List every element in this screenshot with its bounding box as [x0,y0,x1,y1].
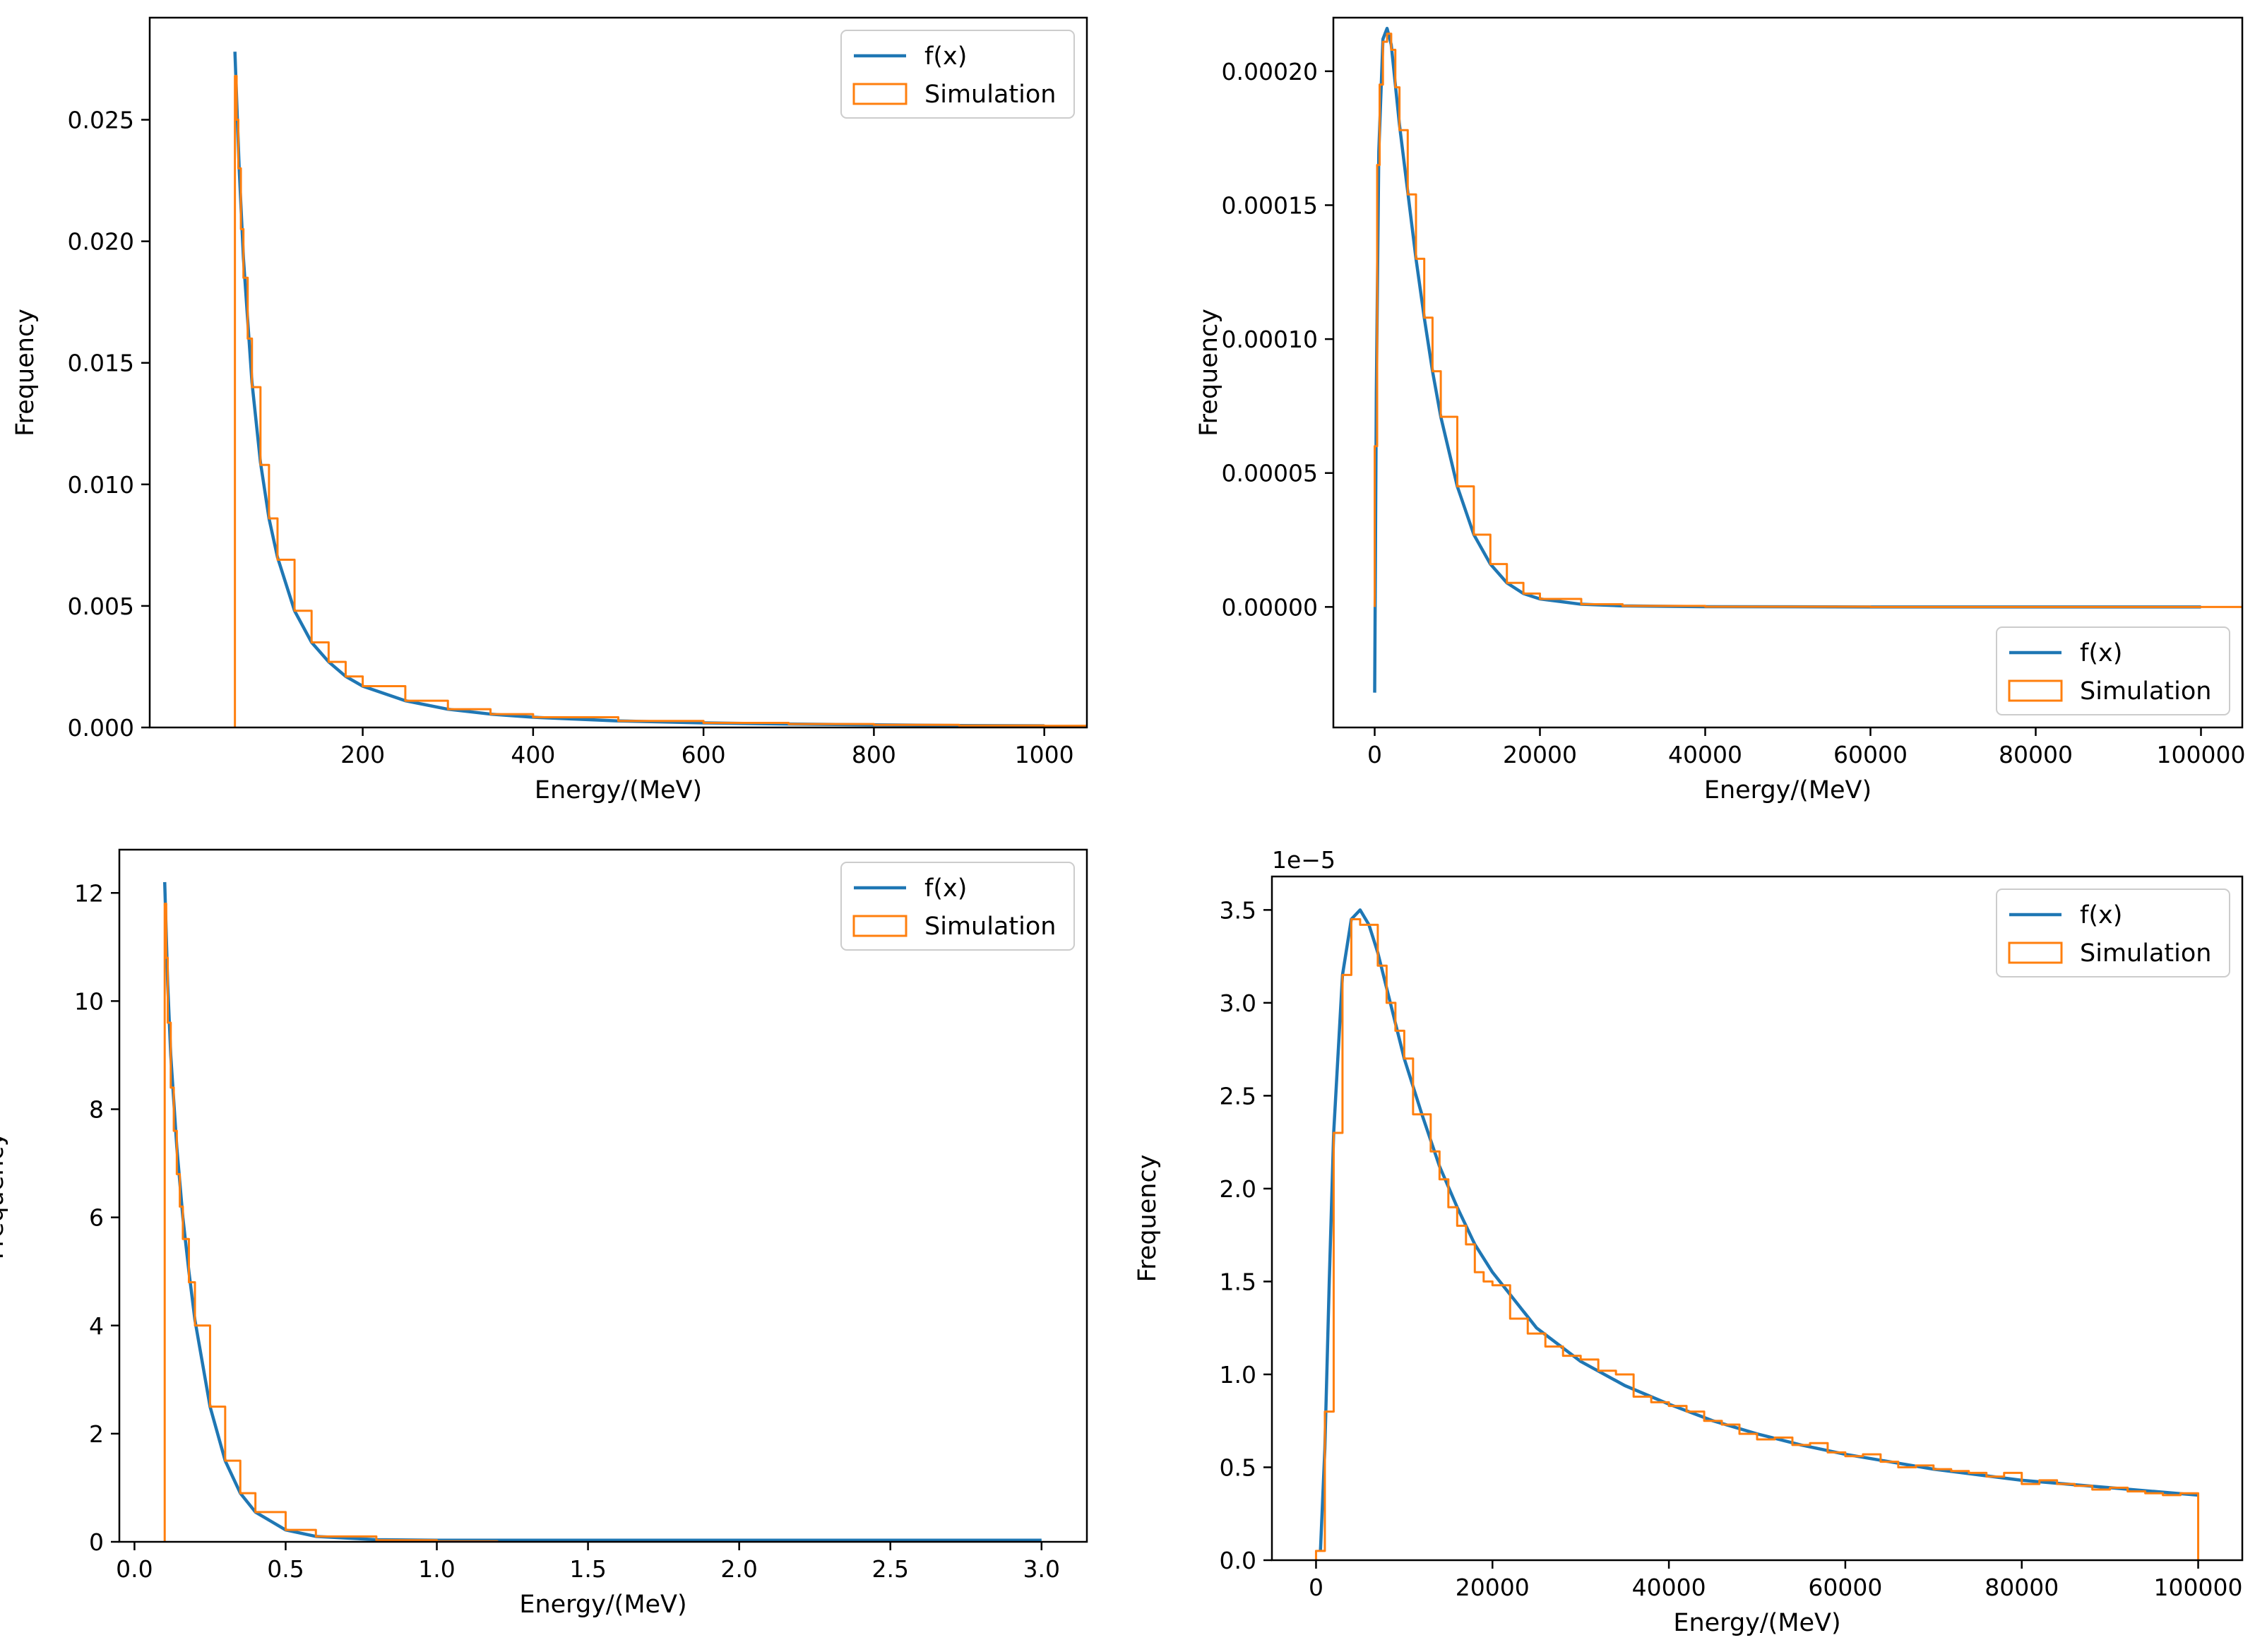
chart-top-left: 200 400 600 800 1000 0.000 0.005 0.010 0.015 0.02… [11,16,1088,804]
chart-top-right: 0 20000 40000 60000 80000 100000 0.00000 0.0000… [1195,16,2246,804]
plot-area [233,52,1087,727]
series-simulation-line [1374,32,2242,608]
y-axis-label: Frequency [11,309,40,436]
plot-area [1373,26,2242,693]
x-tick-label: 20000 [1456,1574,1530,1601]
axes-frame [1271,875,2244,1562]
y-tick-label: 2.5 [1220,1082,1256,1110]
x-axis-label: Energy/(MeV) [519,1591,686,1619]
x-tick-label: 0.5 [267,1555,304,1583]
legend-simulation-label: Simulation [2080,677,2211,706]
legend-box [1996,626,2230,715]
y-tick-label: 0.010 [68,471,134,499]
y-tick-label: 3.5 [1220,896,1256,924]
legend-simulation-swatch [2008,941,2063,964]
x-tick-label: 600 [682,741,726,768]
y-tick-label: 0.00005 [1222,460,1318,487]
y-tick-label: 3.0 [1220,990,1256,1017]
y-tick-label: 1.0 [1220,1361,1256,1389]
y-tick-label: 1.5 [1220,1268,1256,1295]
axes-frame [148,16,1088,729]
legend-box [1996,889,2230,977]
legend-fx-label: f(x) [2080,901,2122,929]
legend-simulation-swatch [852,915,908,937]
y-offset-text: 1e−5 [1272,846,1335,874]
chart-bottom-right: 0 20000 40000 60000 80000 100000 0.0 0.5 1.0 1.5 2… [1134,846,2244,1637]
plot-area [162,881,1042,1542]
x-tick-label: 60000 [1808,1574,1882,1601]
y-axis-label: Frequency [1134,1155,1162,1283]
legend-fx-label: f(x) [2080,639,2122,667]
y-tick-label: 0.00020 [1222,58,1318,85]
y-tick-label: 6 [89,1204,104,1232]
x-tick-label: 0.0 [116,1555,153,1583]
y-tick-label: 0.000 [68,714,134,742]
y-tick-label: 0.020 [68,228,134,256]
y-tick-label: 0.015 [68,350,134,377]
x-tick-label: 400 [511,741,555,768]
x-tick-label: 1.0 [418,1555,455,1583]
y-axis-label: Frequency [1195,309,1223,436]
x-tick-label: 0 [1309,1574,1323,1601]
y-tick-label: 0.005 [68,593,134,620]
legend: f(x) Simulation [840,30,1075,119]
series-simulation-line [163,903,499,1542]
axes-frame [1332,16,2244,729]
y-axis-label: Frequency [0,1132,9,1260]
y-tick-label: 10 [74,987,104,1015]
y-tick-label: 0.0 [1220,1547,1256,1574]
legend: f(x) Simulation [840,862,1075,951]
legend-simulation-label: Simulation [2080,939,2211,968]
legend-simulation-swatch [2008,679,2063,702]
y-tick-label: 2 [89,1420,104,1448]
x-tick-label: 40000 [1632,1574,1706,1601]
x-axis-label: Energy/(MeV) [1704,776,1872,804]
y-tick-label: 0.00010 [1222,326,1318,353]
legend-simulation-label: Simulation [924,913,1056,941]
y-tick-label: 12 [74,879,104,907]
y-tick-label: 0.00015 [1222,191,1318,219]
x-tick-label: 200 [340,741,385,768]
x-axis-label: Energy/(MeV) [535,776,702,804]
legend-box [840,862,1075,951]
x-axis-label: Energy/(MeV) [1673,1609,1840,1637]
x-tick-label: 80000 [1999,741,2073,768]
x-tick-label: 2.0 [720,1555,757,1583]
y-tick-label: 0.00000 [1222,593,1318,621]
y-tick-label: 8 [89,1096,104,1124]
legend: f(x) Simulation [1996,626,2230,715]
plot-area [1314,908,2200,1560]
axes-frame [118,848,1088,1543]
legend-simulation-label: Simulation [924,81,1056,109]
chart-bottom-left: 0.0 0.5 1.0 1.5 2.0 2.5 3.0 0 2 4 6 8 10 12 Energy/(Me… [0,848,1088,1619]
legend-fx-label: f(x) [924,874,967,903]
y-tick-label: 0.025 [68,107,134,134]
charts: 200 400 600 800 10000.0000.0050.0100.0150.02… [0,16,2246,1637]
x-tick-label: 800 [852,741,896,768]
x-tick-label: 1.5 [569,1555,606,1583]
x-tick-label: 20000 [1503,741,1577,768]
y-tick-label: 2.0 [1220,1175,1256,1203]
x-tick-label: 80000 [1985,1574,2059,1601]
x-tick-label: 3.0 [1023,1555,1060,1583]
x-tick-label: 1000 [1015,741,1074,768]
legend-box [840,30,1075,119]
x-tick-label: 2.5 [871,1555,908,1583]
x-tick-label: 0 [1367,741,1382,768]
y-tick-label: 0.5 [1220,1454,1256,1481]
x-tick-label: 60000 [1833,741,1908,768]
x-tick-label: 100000 [2157,741,2246,768]
x-tick-label: 100000 [2154,1574,2243,1601]
series-simulation-line [234,75,1087,727]
x-tick-label: 40000 [1668,741,1742,768]
legend: f(x) Simulation [1996,889,2230,977]
y-tick-label: 0 [89,1528,104,1556]
y-tick-label: 4 [89,1312,104,1340]
legend-fx-label: f(x) [924,42,967,71]
series-simulation-line [1314,918,2200,1560]
legend-simulation-swatch [852,83,908,105]
